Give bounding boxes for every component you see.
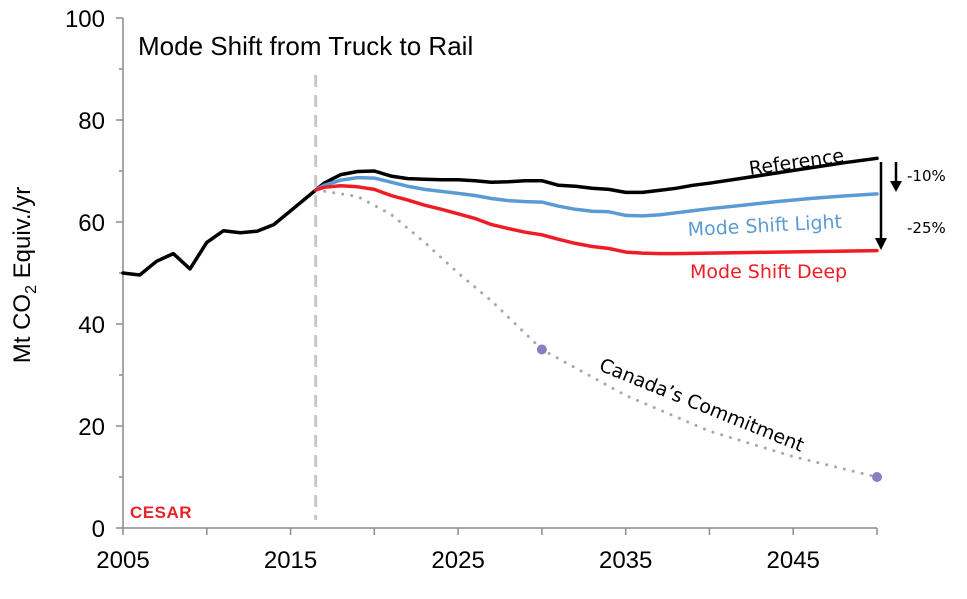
x-tick-label: 2045 bbox=[767, 547, 820, 574]
series-label-light: Mode Shift Light bbox=[687, 211, 842, 241]
series-line-mode-shift-deep bbox=[313, 184, 879, 256]
series-label-deep: Mode Shift Deep bbox=[690, 261, 847, 283]
y-tick-label: 80 bbox=[78, 108, 105, 135]
series-line-mode-shift-light bbox=[313, 175, 879, 218]
y-tick-label: 20 bbox=[78, 414, 105, 441]
series-group bbox=[121, 156, 882, 482]
chart-title: Mode Shift from Truck to Rail bbox=[138, 31, 473, 61]
series-label-commitment: Canada’s Commitment bbox=[596, 354, 807, 456]
cesar-logo: CESAR bbox=[130, 503, 192, 522]
y-axis-title: Mt CO2 Equiv./yr bbox=[9, 187, 40, 363]
commitment-marker bbox=[536, 344, 547, 355]
arrow-large-label: -25% bbox=[907, 219, 946, 237]
series-label-reference: Reference bbox=[748, 145, 846, 180]
y-tick-label: 40 bbox=[78, 312, 105, 339]
y-axis-title-main: Mt CO bbox=[9, 294, 36, 363]
series-line-reference bbox=[121, 156, 879, 277]
y-tick-label: 0 bbox=[92, 516, 105, 543]
x-ticks: 2005 2015 2025 2035 2045 bbox=[96, 528, 878, 574]
x-tick-label: 2025 bbox=[431, 547, 484, 574]
y-tick-label: 100 bbox=[65, 6, 105, 33]
x-tick-label: 2015 bbox=[264, 547, 317, 574]
y-axis-title-sub: 2 bbox=[23, 285, 40, 294]
y-axis-title-rest: Equiv./yr bbox=[9, 187, 36, 285]
y-tick-label: 60 bbox=[78, 210, 105, 237]
x-tick-label: 2035 bbox=[599, 547, 652, 574]
arrow-small-head bbox=[890, 181, 902, 192]
reduction-arrows: -10% -25% bbox=[875, 162, 946, 250]
arrow-large-head bbox=[875, 238, 887, 250]
arrow-small-label: -10% bbox=[907, 167, 946, 185]
commitment-marker bbox=[872, 472, 882, 482]
y-ticks: 0 20 40 60 80 100 bbox=[65, 6, 123, 543]
x-tick-label: 2005 bbox=[96, 547, 149, 574]
